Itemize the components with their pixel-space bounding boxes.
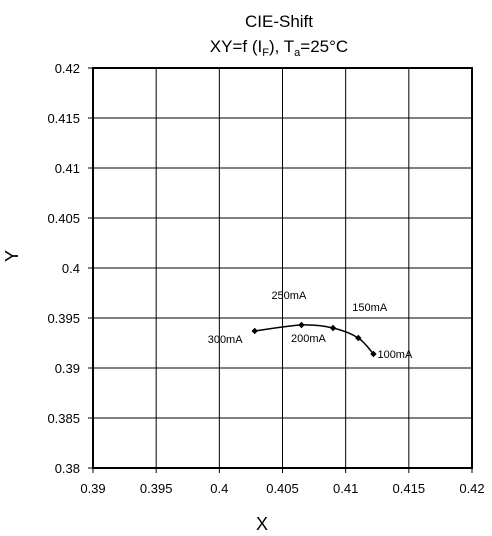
y-tick-label: 0.405 [47, 211, 80, 226]
x-tick-label: 0.42 [459, 481, 484, 496]
y-tick-label: 0.38 [55, 461, 80, 476]
x-tick-label: 0.405 [266, 481, 299, 496]
subtitle-subscript-a: a [294, 47, 301, 59]
grid-lines [93, 68, 472, 468]
data-point-marker [251, 327, 258, 335]
y-tick-label: 0.4 [62, 261, 80, 276]
chart-title: CIE-Shift [245, 12, 313, 31]
data-point-label: 300mA [208, 334, 244, 346]
y-tick-label: 0.42 [55, 61, 80, 76]
x-tick-label: 0.415 [393, 481, 426, 496]
subtitle-middle: ), T [269, 37, 294, 56]
data-point-marker [355, 334, 362, 342]
subtitle-prefix: XY=f (I [210, 37, 262, 56]
data-point-label: 250mA [271, 290, 307, 302]
x-tick-label: 0.39 [80, 481, 105, 496]
y-tick-label: 0.41 [55, 161, 80, 176]
series-layer [251, 321, 377, 358]
y-axis-label: Y [2, 250, 22, 262]
y-tick-label: 0.385 [47, 411, 80, 426]
point-labels: 100mA 150mA 200mA 250mA 300mA [208, 290, 413, 361]
x-axis-label: X [256, 514, 268, 534]
plot-area-frame [92, 67, 473, 469]
data-point-marker [298, 321, 305, 329]
data-point-marker [370, 350, 377, 358]
subtitle-suffix: =25°C [300, 37, 348, 56]
data-point-label: 150mA [352, 302, 388, 314]
axis-ticks: 0.39 0.395 0.4 0.405 0.41 0.415 0.42 0.38 0.385 0… [47, 61, 484, 496]
data-point-marker [329, 324, 337, 332]
data-point-label: 100mA [377, 349, 413, 361]
y-tick-label: 0.395 [47, 311, 80, 326]
x-tick-label: 0.395 [140, 481, 173, 496]
subtitle-subscript-f: F [262, 47, 269, 59]
x-tick-label: 0.41 [333, 481, 358, 496]
x-tick-label: 0.4 [210, 481, 228, 496]
chart-subtitle: XY=f (IF), Ta=25°C [210, 37, 348, 59]
y-tick-label: 0.39 [55, 361, 80, 376]
data-point-label: 200mA [291, 333, 327, 345]
y-tick-label: 0.415 [47, 111, 80, 126]
